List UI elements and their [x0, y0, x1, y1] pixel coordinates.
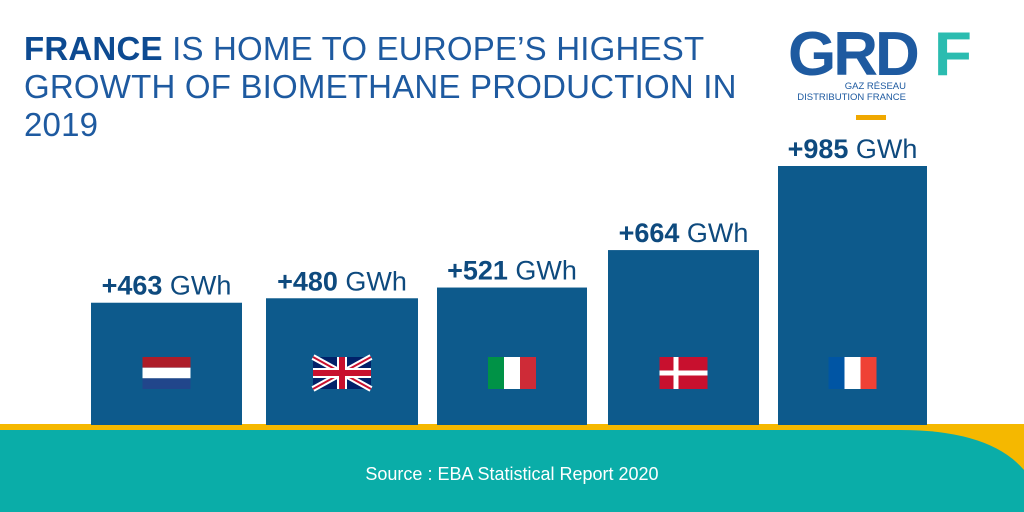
source-note: Source : EBA Statistical Report 2020 — [365, 464, 659, 484]
logo-subtitle-line2: DISTRIBUTION FRANCE — [797, 92, 906, 103]
data-label-value: +664 — [619, 218, 680, 248]
data-label: +463 GWh — [102, 271, 232, 301]
data-label-unit: GWh — [508, 256, 577, 286]
logo-accent-bar — [856, 115, 886, 120]
data-label: +480 GWh — [277, 266, 407, 296]
netherlands-flag — [142, 357, 191, 389]
data-label-value: +463 — [102, 271, 163, 301]
data-label-unit: GWh — [162, 271, 231, 301]
data-label-unit: GWh — [679, 218, 748, 248]
data-label-value: +985 — [788, 134, 849, 164]
logo-text: GRD — [788, 20, 918, 89]
data-label-unit: GWh — [848, 134, 917, 164]
svg-text:F: F — [934, 20, 972, 89]
data-label: +985 GWh — [788, 134, 918, 164]
logo-subtitle-line1: GAZ RÉSEAU — [844, 81, 906, 92]
logo-subtitle: GAZ RÉSEAU DISTRIBUTION FRANCE — [786, 81, 906, 103]
bar-denmark — [608, 250, 759, 425]
data-label: +664 GWh — [619, 218, 749, 248]
grdf-logo: GRD F — [788, 20, 972, 89]
data-label-value: +521 — [447, 256, 508, 286]
italy-flag — [488, 357, 536, 389]
data-label: +521 GWh — [447, 256, 577, 286]
data-label-value: +480 — [277, 266, 338, 296]
denmark-flag — [659, 357, 708, 389]
title-highlight: FRANCE — [24, 30, 163, 67]
france-flag — [828, 357, 877, 389]
data-label-unit: GWh — [338, 266, 407, 296]
title-rest: IS HOME TO EUROPE’S HIGHEST GROWTH OF BI… — [24, 30, 737, 143]
uk-flag — [311, 354, 373, 392]
teal-footer — [0, 430, 1024, 512]
chart-title: FRANCE IS HOME TO EUROPE’S HIGHEST GROWT… — [24, 30, 784, 144]
bar-italy — [437, 287, 587, 425]
